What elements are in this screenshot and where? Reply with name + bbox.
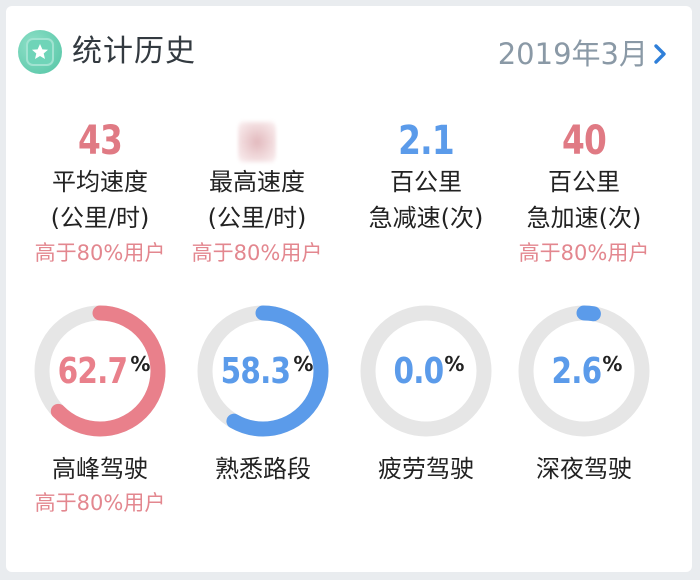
stat-label: 最高速度: [209, 168, 305, 196]
ring-label: 疲劳驾驶: [378, 455, 474, 483]
ring-familiar-roads: 58.3 % 熟悉路段: [183, 296, 343, 486]
stat-value: 2.1: [398, 118, 454, 164]
stat-hard-acceleration: 40 百公里 急加速(次) 高于80%用户: [504, 118, 664, 270]
ring-value: 2.6: [551, 350, 602, 392]
month-selector[interactable]: 2019年3月: [497, 37, 648, 71]
page-title: 统计历史: [72, 34, 196, 69]
stat-label: 百公里: [390, 168, 462, 196]
ring-late-night-driving: 2.6 % 深夜驾驶: [504, 296, 664, 486]
stat-unit: (公里/时): [50, 204, 150, 232]
stat-compare: 高于80%用户: [34, 241, 166, 265]
stat-compare: 高于80%用户: [191, 241, 323, 265]
stat-compare: 高于80%用户: [518, 241, 650, 265]
ring-label: 熟悉路段: [215, 455, 311, 483]
stat-unit: 急减速(次): [368, 204, 484, 232]
ring-value: 0.0: [393, 350, 444, 392]
stat-average-speed: 43 平均速度 (公里/时) 高于80%用户: [20, 118, 180, 270]
percent-sign: %: [293, 352, 314, 376]
ring-chart: [518, 305, 650, 437]
ring-chart: [197, 305, 329, 437]
ring-chart: [360, 305, 492, 437]
chevron-right-icon[interactable]: [648, 42, 672, 66]
stat-label: 平均速度: [52, 168, 148, 196]
percent-sign: %: [130, 352, 151, 376]
ring-compare: 高于80%用户: [34, 491, 166, 515]
stat-max-speed: 最高速度 (公里/时) 高于80%用户: [177, 118, 337, 270]
card-header: 统计历史 2019年3月: [6, 6, 692, 98]
ring-chart: [34, 305, 166, 437]
stat-label: 百公里: [548, 168, 620, 196]
star-badge-icon: [18, 30, 62, 74]
ring-label: 深夜驾驶: [536, 455, 632, 483]
ring-fatigue-driving: 0.0 % 疲劳驾驶: [346, 296, 506, 486]
stat-unit: (公里/时): [207, 204, 307, 232]
percent-sign: %: [602, 352, 623, 376]
blurred-value: [238, 122, 276, 162]
percent-sign: %: [444, 352, 465, 376]
stat-hard-braking: 2.1 百公里 急减速(次): [346, 118, 506, 236]
stats-card: 统计历史 2019年3月 43 平均速度 (公里/时) 高于80%用户 最高速度…: [6, 6, 692, 572]
ring-value: 62.7: [57, 350, 127, 392]
stat-unit: 急加速(次): [526, 204, 642, 232]
stat-value: 43: [77, 118, 123, 164]
ring-label: 高峰驾驶: [52, 455, 148, 483]
ring-peak-driving: 62.7 % 高峰驾驶 高于80%用户: [20, 296, 180, 520]
stat-value: [191, 118, 322, 164]
ring-value: 58.3: [220, 350, 290, 392]
stat-value: 40: [561, 118, 607, 164]
